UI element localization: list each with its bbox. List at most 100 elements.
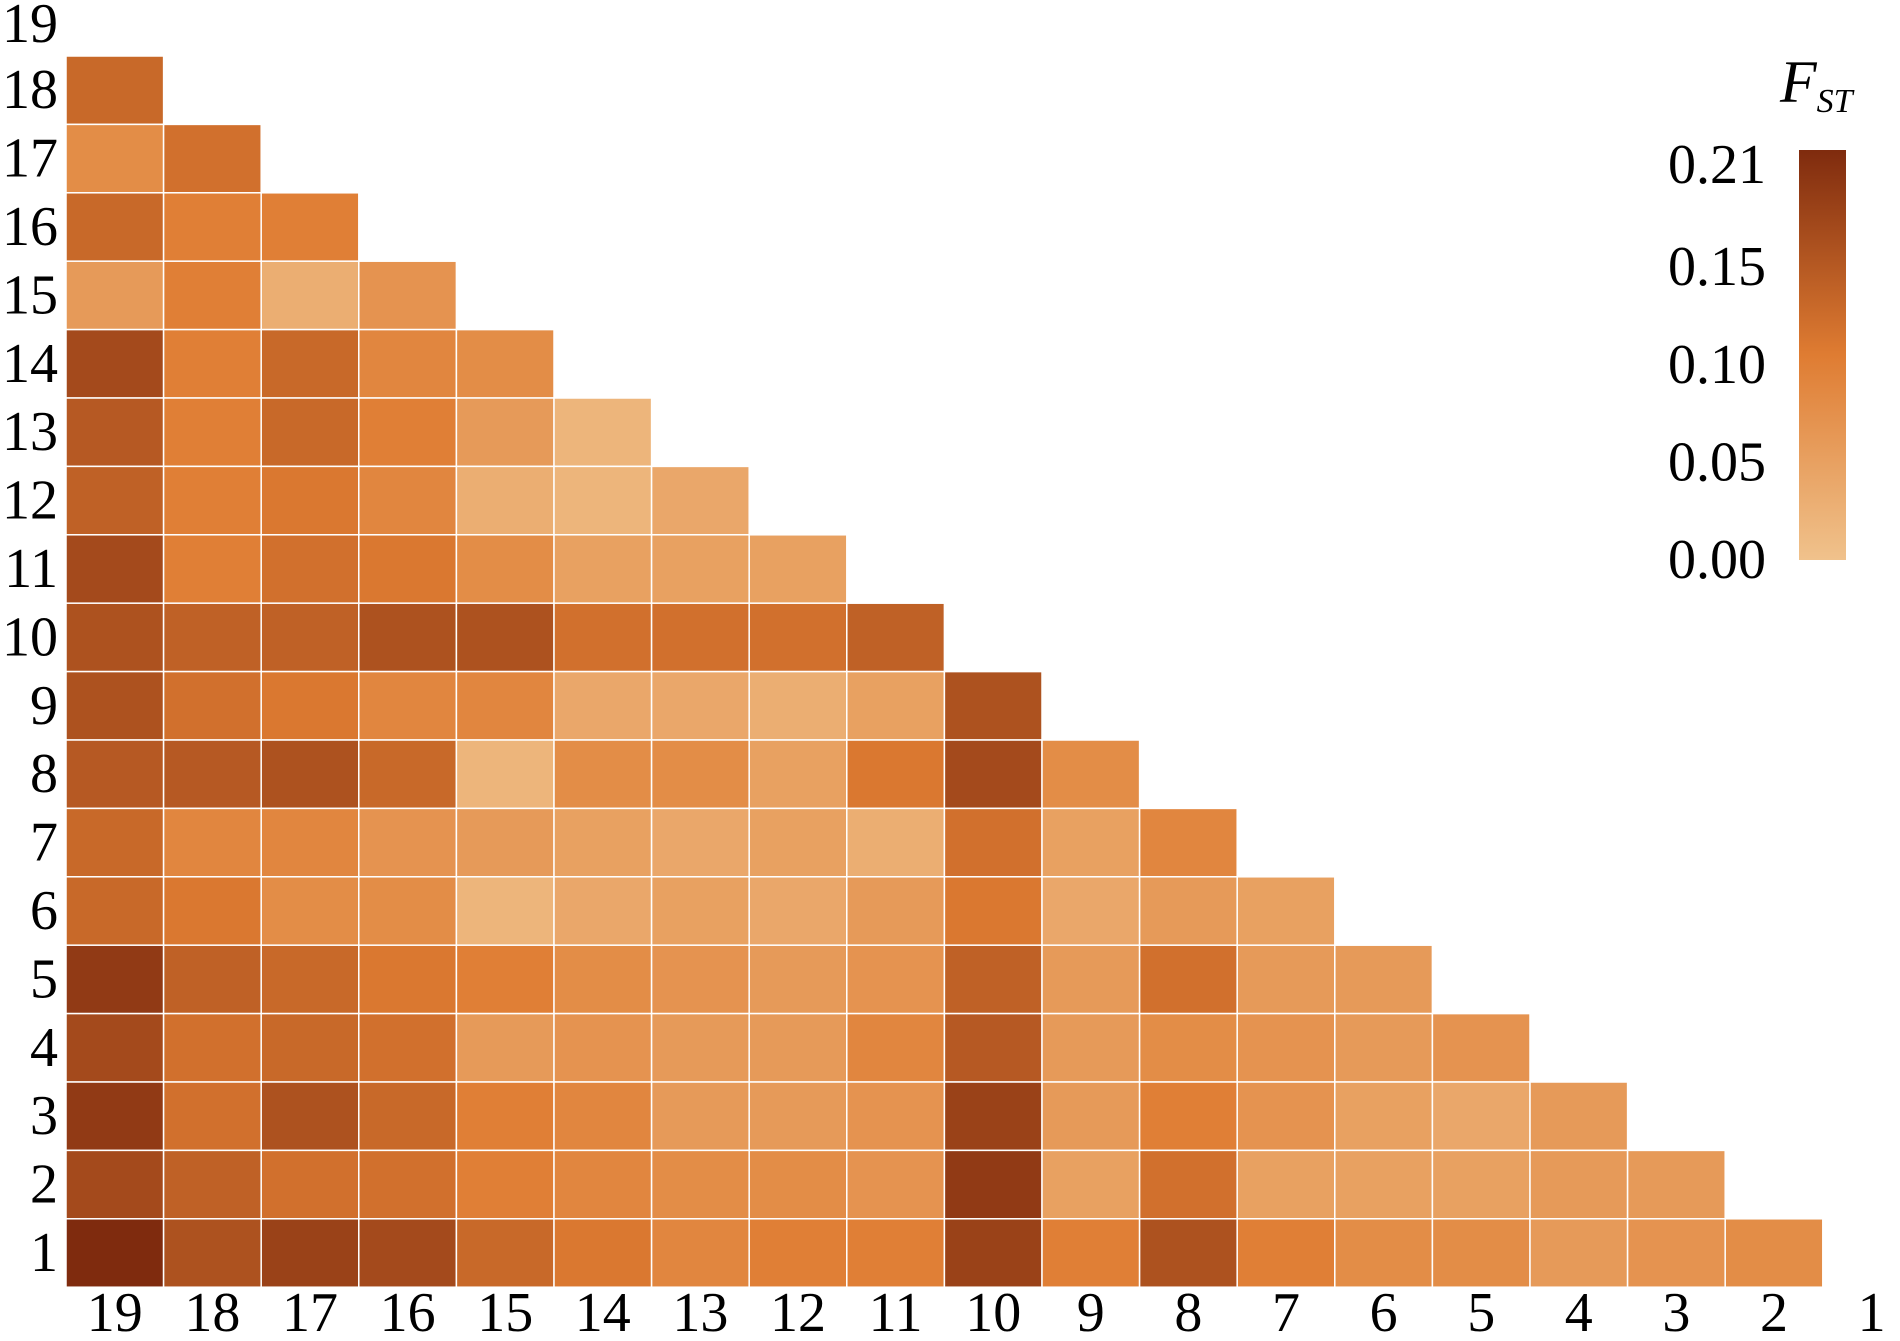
heatmap-cell — [846, 1218, 946, 1288]
heatmap-cell — [65, 328, 165, 399]
heatmap-cell — [943, 1012, 1043, 1083]
heatmap-cell — [748, 602, 848, 673]
heatmap-cell — [1529, 1218, 1629, 1288]
heatmap-cell — [260, 944, 360, 1015]
heatmap-cell — [162, 1012, 262, 1083]
heatmap-cell — [748, 944, 848, 1015]
heatmap-cell — [1138, 1081, 1238, 1152]
heatmap-cell — [65, 260, 165, 331]
heatmap-cell — [846, 602, 946, 673]
heatmap-cell — [260, 876, 360, 946]
heatmap-cell — [1138, 876, 1238, 946]
heatmap-cell — [162, 397, 262, 468]
heatmap-cell — [1041, 1081, 1141, 1152]
x-tick-label: 18 — [184, 1282, 240, 1341]
heatmap-cell — [358, 328, 458, 399]
heatmap-cell — [846, 1012, 946, 1083]
heatmap-cell — [1529, 1149, 1629, 1220]
heatmap-cell — [162, 1149, 262, 1220]
heatmap-cell — [455, 807, 555, 878]
heatmap-cell — [162, 876, 262, 946]
x-tick-label: 17 — [282, 1282, 338, 1341]
heatmap-cell — [1236, 1081, 1336, 1152]
heatmap-cell — [65, 123, 165, 194]
heatmap-cell — [1431, 1012, 1531, 1083]
heatmap-cell — [358, 397, 458, 468]
heatmap-cell — [650, 1149, 750, 1220]
heatmap-cell — [846, 807, 946, 878]
x-tick-label: 13 — [672, 1282, 728, 1341]
colorbar-title-main: F — [1779, 49, 1818, 115]
heatmap-cell — [65, 876, 165, 946]
x-tick-label: 3 — [1662, 1282, 1690, 1341]
heatmap-cell — [1431, 1149, 1531, 1220]
heatmap-cell — [260, 807, 360, 878]
heatmap-cell — [1334, 1149, 1434, 1220]
heatmap-cell — [1626, 1218, 1726, 1288]
heatmap-cell — [650, 1012, 750, 1083]
heatmap-cell — [65, 1149, 165, 1220]
heatmap-cell — [650, 602, 750, 673]
heatmap-cell — [358, 807, 458, 878]
heatmap-cell — [943, 807, 1043, 878]
x-tick-label: 11 — [869, 1282, 923, 1341]
heatmap-cell — [748, 876, 848, 946]
heatmap-cell — [846, 1081, 946, 1152]
heatmap-cell — [358, 465, 458, 536]
heatmap-cell — [260, 1012, 360, 1083]
heatmap-cell — [455, 465, 555, 536]
heatmap-cell — [65, 397, 165, 468]
heatmap-cell — [1626, 1149, 1726, 1220]
heatmap-cell — [260, 328, 360, 399]
heatmap-cell — [358, 1218, 458, 1288]
heatmap-cell — [553, 1149, 653, 1220]
heatmap-cell — [162, 534, 262, 604]
heatmap-cell — [553, 944, 653, 1015]
heatmap-cell — [846, 1149, 946, 1220]
y-tick-label: 14 — [2, 333, 58, 395]
heatmap-cell — [162, 1218, 262, 1288]
y-tick-label: 6 — [30, 880, 58, 942]
y-tick-label: 1 — [30, 1222, 58, 1284]
y-tick-label: 15 — [2, 264, 58, 326]
x-tick-label: 6 — [1370, 1282, 1398, 1341]
heatmap-cell — [943, 739, 1043, 810]
heatmap-cell — [455, 397, 555, 468]
heatmap-cell — [65, 670, 165, 741]
heatmap-cell — [650, 670, 750, 741]
y-tick-label: 16 — [2, 196, 58, 258]
heatmap-cell — [65, 944, 165, 1015]
x-tick-label: 12 — [770, 1282, 826, 1341]
heatmap-cell — [162, 123, 262, 194]
y-tick-label: 10 — [2, 606, 58, 668]
heatmap-cell — [455, 1081, 555, 1152]
heatmap-cell — [748, 1012, 848, 1083]
heatmap-cell — [455, 328, 555, 399]
heatmap-cell — [943, 876, 1043, 946]
heatmap-cell — [455, 534, 555, 604]
heatmap-cell — [650, 944, 750, 1015]
heatmap-cell — [1431, 1081, 1531, 1152]
heatmap-cell — [650, 1081, 750, 1152]
heatmap-cell — [162, 602, 262, 673]
heatmap-cell — [260, 397, 360, 468]
heatmap-cell — [1334, 944, 1434, 1015]
y-tick-label: 18 — [2, 59, 58, 121]
heatmap-cell — [553, 670, 653, 741]
heatmap-cell — [358, 876, 458, 946]
heatmap-cell — [260, 1149, 360, 1220]
heatmap-cell — [553, 1012, 653, 1083]
x-tick-label: 16 — [380, 1282, 436, 1341]
heatmap-cell — [553, 534, 653, 604]
heatmap-cell — [358, 739, 458, 810]
x-tick-label: 7 — [1272, 1282, 1300, 1341]
colorbar-tick-label: 0.21 — [1668, 134, 1766, 196]
x-tick-label: 19 — [87, 1282, 143, 1341]
y-tick-label: 5 — [30, 948, 58, 1010]
heatmap-cell — [358, 602, 458, 673]
heatmap-cell — [455, 876, 555, 946]
heatmap-cell — [1041, 1218, 1141, 1288]
heatmap-cell — [65, 1081, 165, 1152]
